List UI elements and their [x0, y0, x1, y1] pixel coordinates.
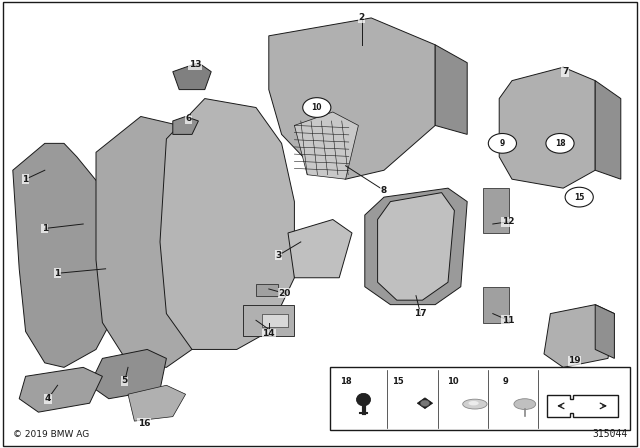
Polygon shape: [160, 99, 294, 349]
Bar: [243, 305, 294, 336]
Ellipse shape: [356, 393, 371, 406]
Bar: [330, 367, 630, 430]
Polygon shape: [269, 18, 435, 179]
Polygon shape: [173, 116, 198, 134]
Polygon shape: [378, 193, 454, 300]
Circle shape: [565, 187, 593, 207]
Bar: [256, 284, 278, 296]
Polygon shape: [90, 349, 166, 399]
Ellipse shape: [514, 399, 536, 409]
Polygon shape: [417, 398, 433, 409]
Bar: [262, 314, 288, 327]
Text: 18: 18: [340, 377, 351, 386]
Text: 1: 1: [54, 269, 61, 278]
Polygon shape: [96, 116, 218, 367]
Polygon shape: [595, 81, 621, 179]
Text: 9: 9: [503, 377, 508, 386]
Polygon shape: [294, 112, 358, 179]
Text: 13: 13: [189, 60, 202, 69]
Text: 8: 8: [381, 186, 387, 195]
Circle shape: [303, 98, 331, 117]
Bar: [483, 287, 509, 323]
Text: © 2019 BMW AG: © 2019 BMW AG: [13, 430, 89, 439]
Text: 18: 18: [555, 139, 565, 148]
Text: 15: 15: [392, 377, 404, 386]
Text: 16: 16: [138, 419, 150, 428]
Text: 6: 6: [186, 114, 192, 123]
Text: 10: 10: [312, 103, 322, 112]
Text: 14: 14: [262, 329, 275, 338]
Text: 15: 15: [574, 193, 584, 202]
Text: 1: 1: [42, 224, 48, 233]
Text: 20: 20: [278, 289, 291, 298]
Polygon shape: [595, 305, 614, 358]
Text: 7: 7: [562, 67, 568, 76]
Text: 1: 1: [22, 175, 29, 184]
Text: 12: 12: [502, 217, 515, 226]
Text: 17: 17: [414, 309, 427, 318]
Bar: [483, 188, 509, 233]
Polygon shape: [173, 63, 211, 90]
Text: 4: 4: [45, 394, 51, 403]
Text: 10: 10: [447, 377, 458, 386]
Text: 5: 5: [122, 376, 128, 385]
Text: 315044: 315044: [592, 429, 627, 439]
Polygon shape: [19, 367, 102, 412]
Ellipse shape: [468, 401, 479, 405]
Polygon shape: [128, 385, 186, 421]
Text: 11: 11: [502, 316, 515, 325]
Ellipse shape: [463, 399, 487, 409]
Circle shape: [546, 134, 574, 153]
Polygon shape: [365, 188, 467, 305]
Polygon shape: [547, 395, 618, 417]
Polygon shape: [13, 143, 115, 367]
Text: 2: 2: [358, 13, 365, 22]
Text: 9: 9: [500, 139, 505, 148]
Polygon shape: [435, 45, 467, 134]
Text: 3: 3: [275, 251, 282, 260]
Polygon shape: [544, 305, 614, 367]
Polygon shape: [499, 67, 595, 188]
Text: 19: 19: [568, 356, 581, 365]
Circle shape: [488, 134, 516, 153]
Polygon shape: [288, 220, 352, 278]
Circle shape: [420, 400, 429, 406]
